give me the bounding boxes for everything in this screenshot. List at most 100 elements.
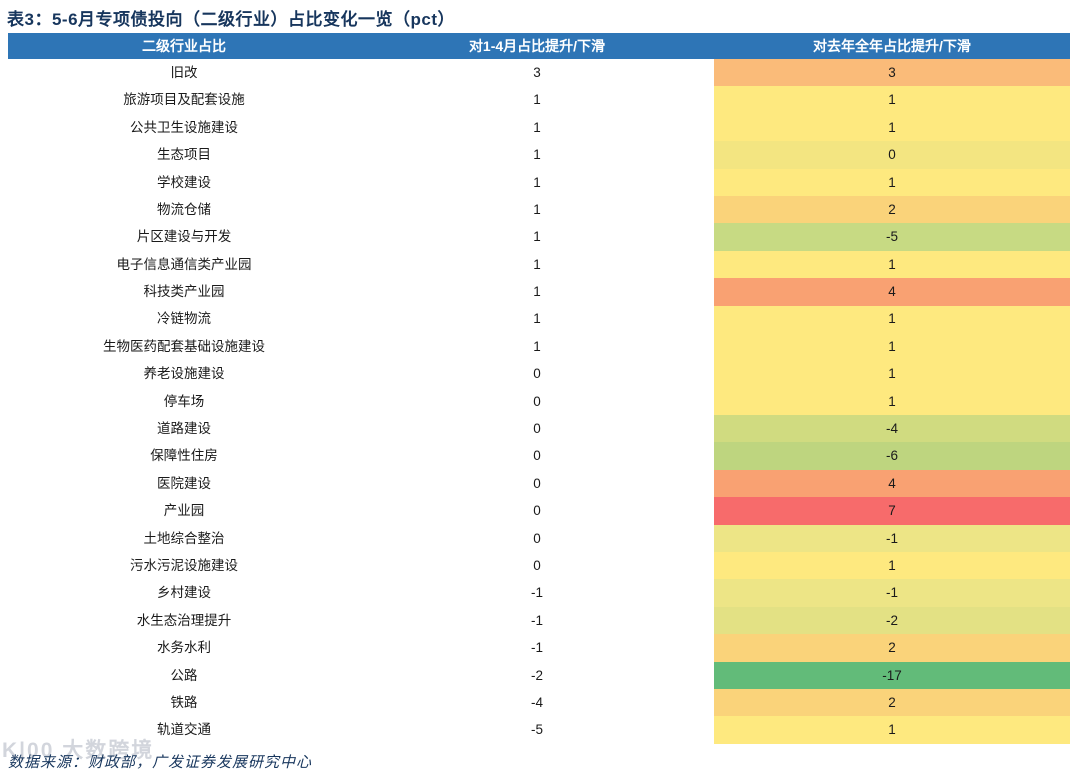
vs-jan-apr-cell: -1: [530, 585, 543, 601]
vs-last-year-cell: 4: [714, 278, 1070, 306]
table-row: 乡村建设 -1 -1: [8, 579, 1070, 607]
table-row: 道路建设 0 -4: [8, 415, 1070, 443]
table-row: 生态项目 1 0: [8, 141, 1070, 169]
industry-share-table: 二级行业占比 对1-4月占比提升/下滑 对去年全年占比提升/下滑 旧改 3 3 …: [8, 33, 1070, 744]
vs-last-year-cell: -4: [714, 415, 1070, 443]
industry-cell: 铁路: [170, 694, 198, 710]
table-row: 科技类产业园 1 4: [8, 278, 1070, 306]
table-row: 土地综合整治 0 -1: [8, 524, 1070, 553]
vs-last-year-cell: 1: [714, 552, 1070, 580]
vs-jan-apr-cell: 0: [533, 421, 541, 437]
industry-cell: 学校建设: [157, 174, 211, 190]
vs-last-year-cell: -6: [714, 442, 1070, 470]
table-row: 冷链物流 1 1: [8, 305, 1070, 333]
vs-jan-apr-cell: 1: [533, 256, 541, 272]
industry-cell: 冷链物流: [157, 311, 211, 327]
vs-last-year-cell: 1: [714, 387, 1070, 416]
vs-last-year-cell: -5: [714, 223, 1070, 251]
industry-cell: 乡村建设: [157, 585, 211, 601]
table-row: 旅游项目及配套设施 1 1: [8, 86, 1070, 114]
vs-jan-apr-cell: -1: [530, 612, 543, 628]
vs-jan-apr-cell: 1: [533, 284, 541, 300]
vs-last-year-cell: 1: [714, 332, 1070, 361]
vs-jan-apr-cell: 1: [533, 174, 541, 190]
table-row: 养老设施建设 0 1: [8, 360, 1070, 388]
industry-cell: 物流仓储: [157, 201, 211, 217]
industry-cell: 养老设施建设: [143, 366, 225, 382]
table-row: 片区建设与开发 1 -5: [8, 223, 1070, 251]
vs-jan-apr-cell: 0: [533, 448, 541, 464]
table-row: 物流仓储 1 2: [8, 195, 1070, 224]
industry-cell: 土地综合整治: [143, 530, 225, 546]
table-row: 轨道交通 -5 1: [8, 716, 1070, 744]
vs-jan-apr-cell: -4: [530, 694, 543, 710]
vs-jan-apr-cell: 1: [533, 92, 541, 108]
industry-cell: 停车场: [163, 393, 205, 409]
table-row: 保障性住房 0 -6: [8, 442, 1070, 470]
vs-last-year-cell: -2: [714, 606, 1070, 635]
vs-last-year-cell: -1: [714, 524, 1070, 553]
industry-cell: 污水污泥设施建设: [130, 557, 238, 573]
vs-jan-apr-cell: 0: [533, 475, 541, 491]
vs-jan-apr-cell: 1: [533, 338, 541, 354]
vs-last-year-cell: 1: [714, 360, 1070, 388]
vs-last-year-cell: 1: [714, 305, 1070, 333]
vs-jan-apr-cell: -1: [530, 640, 543, 656]
table-row: 铁路 -4 2: [8, 688, 1070, 717]
industry-cell: 旅游项目及配套设施: [123, 92, 245, 108]
col-header-industry: 二级行业占比: [8, 33, 360, 59]
vs-jan-apr-cell: 1: [533, 201, 541, 217]
table-row: 公路 -2 -17: [8, 661, 1070, 689]
table-row: 停车场 0 1: [8, 387, 1070, 416]
table-row: 水务水利 -1 2: [8, 634, 1070, 662]
industry-cell: 保障性住房: [150, 448, 218, 464]
vs-jan-apr-cell: 1: [533, 119, 541, 135]
vs-last-year-cell: 1: [714, 86, 1070, 114]
industry-cell: 道路建设: [157, 421, 211, 437]
industry-cell: 生物医药配套基础设施建设: [103, 338, 265, 354]
vs-jan-apr-cell: 0: [533, 393, 541, 409]
table-row: 医院建设 0 4: [8, 469, 1070, 498]
vs-jan-apr-cell: 0: [533, 366, 541, 382]
col-header-vs-last-year: 对去年全年占比提升/下滑: [714, 33, 1070, 59]
industry-cell: 公共卫生设施建设: [130, 119, 238, 135]
table-title: 表3：5-6月专项债投向（二级行业）占比变化一览（pct）: [7, 10, 456, 29]
vs-last-year-cell: 7: [714, 497, 1070, 525]
vs-jan-apr-cell: 0: [533, 530, 541, 546]
industry-cell: 医院建设: [157, 475, 211, 491]
vs-last-year-cell: 4: [714, 469, 1070, 498]
vs-last-year-cell: 2: [714, 688, 1070, 717]
vs-last-year-cell: 1: [714, 113, 1070, 142]
col-header-vs-jan-apr: 对1-4月占比提升/下滑: [360, 33, 714, 59]
vs-jan-apr-cell: 0: [533, 557, 541, 573]
industry-cell: 片区建设与开发: [136, 229, 232, 245]
table-row: 水生态治理提升 -1 -2: [8, 606, 1070, 635]
vs-jan-apr-cell: 1: [533, 229, 541, 245]
vs-last-year-cell: 1: [714, 250, 1070, 279]
industry-cell: 产业园: [163, 503, 205, 519]
industry-cell: 水务水利: [157, 640, 211, 656]
data-source-note: 数据来源：财政部，广发证券发展研究中心: [8, 755, 313, 771]
vs-last-year-cell: 2: [714, 634, 1070, 662]
table-row: 生物医药配套基础设施建设 1 1: [8, 332, 1070, 361]
vs-last-year-cell: -17: [714, 661, 1070, 689]
vs-jan-apr-cell: 3: [533, 64, 541, 80]
table-row: 产业园 0 7: [8, 497, 1070, 525]
table-header-row: 二级行业占比 对1-4月占比提升/下滑 对去年全年占比提升/下滑: [8, 33, 1070, 59]
vs-jan-apr-cell: 1: [533, 311, 541, 327]
table-row: 公共卫生设施建设 1 1: [8, 113, 1070, 142]
vs-last-year-cell: -1: [714, 579, 1070, 607]
vs-jan-apr-cell: -5: [530, 722, 543, 738]
table-row: 旧改 3 3: [8, 59, 1070, 87]
vs-last-year-cell: 3: [714, 59, 1070, 87]
vs-last-year-cell: 2: [714, 195, 1070, 224]
industry-cell: 水生态治理提升: [136, 612, 232, 628]
industry-cell: 生态项目: [157, 147, 211, 163]
vs-jan-apr-cell: 1: [533, 147, 541, 163]
industry-cell: 科技类产业园: [143, 284, 225, 300]
vs-last-year-cell: 0: [714, 141, 1070, 169]
industry-cell: 电子信息通信类产业园: [116, 256, 252, 272]
industry-cell: 公路: [170, 667, 198, 683]
industry-cell: 轨道交通: [157, 722, 211, 738]
